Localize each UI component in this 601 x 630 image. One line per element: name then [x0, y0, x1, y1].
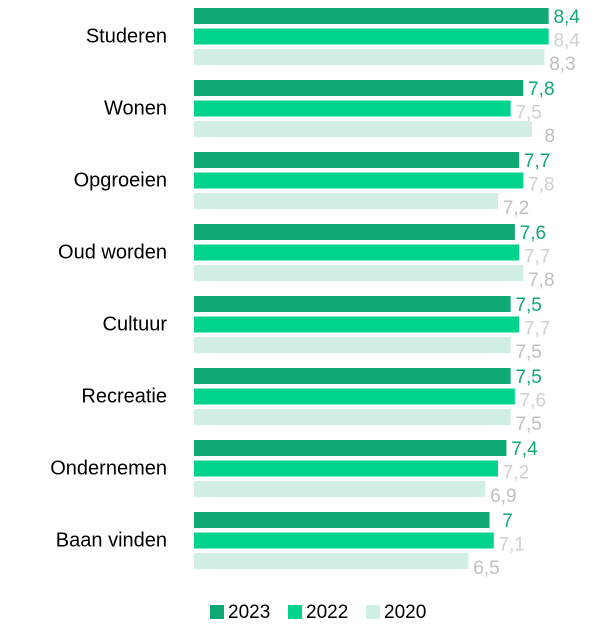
- category-label: Ondernemen: [50, 457, 167, 479]
- bar: [194, 244, 520, 261]
- category-label: Opgroeien: [74, 169, 167, 191]
- bar: [194, 409, 511, 425]
- value-label: 7,8: [528, 270, 554, 291]
- bar: [194, 388, 515, 405]
- category-label: Wonen: [104, 97, 167, 119]
- value-label: 7,4: [511, 439, 538, 460]
- bar: [194, 512, 490, 528]
- bar: [194, 8, 549, 24]
- value-label: 7,5: [515, 342, 541, 363]
- value-label: 8,3: [549, 54, 575, 75]
- bar: [194, 152, 520, 168]
- bar: [194, 532, 494, 549]
- value-label: 6,5: [473, 558, 499, 579]
- legend-label: 2020: [384, 602, 426, 623]
- value-label: 7,7: [524, 319, 550, 340]
- value-label: 7,5: [515, 367, 541, 388]
- bar: [194, 368, 511, 384]
- value-label: 7,8: [528, 79, 554, 100]
- bar: [194, 193, 498, 209]
- bar: [194, 265, 524, 281]
- value-label: 7,7: [524, 247, 550, 268]
- category-label: Studeren: [86, 25, 167, 47]
- bar: [194, 337, 511, 353]
- value-label: 7,5: [515, 295, 541, 316]
- legend-label: 2023: [228, 602, 270, 623]
- category-label: Oud worden: [58, 241, 167, 263]
- value-label: 7,6: [520, 391, 546, 412]
- category-label: Recreatie: [81, 385, 167, 407]
- legend-swatch: [288, 605, 302, 619]
- value-label: 7,2: [503, 463, 529, 484]
- legend-label: 2022: [306, 602, 348, 623]
- bar: [194, 100, 511, 117]
- bar: [194, 440, 507, 456]
- value-label: 8,4: [553, 7, 580, 28]
- bar: [194, 553, 469, 569]
- value-label: 8: [544, 126, 555, 147]
- value-label: 7,5: [515, 103, 541, 124]
- value-label: 7,2: [503, 198, 529, 219]
- category-label: Cultuur: [103, 313, 168, 335]
- value-label: 6,9: [490, 486, 516, 507]
- legend-swatch: [366, 605, 380, 619]
- bar: [194, 224, 515, 240]
- bar: [194, 172, 524, 189]
- bar: [194, 28, 549, 45]
- bar: [194, 316, 520, 333]
- value-label: 7,8: [528, 175, 554, 196]
- category-label: Baan vinden: [56, 529, 167, 551]
- value-label: 7,1: [499, 535, 525, 556]
- value-label: 7: [502, 511, 513, 532]
- bar: [194, 460, 498, 477]
- value-label: 8,4: [553, 31, 580, 52]
- value-label: 7,7: [524, 151, 550, 172]
- bar: [194, 49, 545, 65]
- value-label: 7,5: [515, 414, 541, 435]
- value-label: 7,6: [520, 223, 546, 244]
- bar: [194, 121, 532, 137]
- legend-swatch: [210, 605, 224, 619]
- bar: [194, 296, 511, 312]
- bar: [194, 481, 486, 497]
- bar: [194, 80, 524, 96]
